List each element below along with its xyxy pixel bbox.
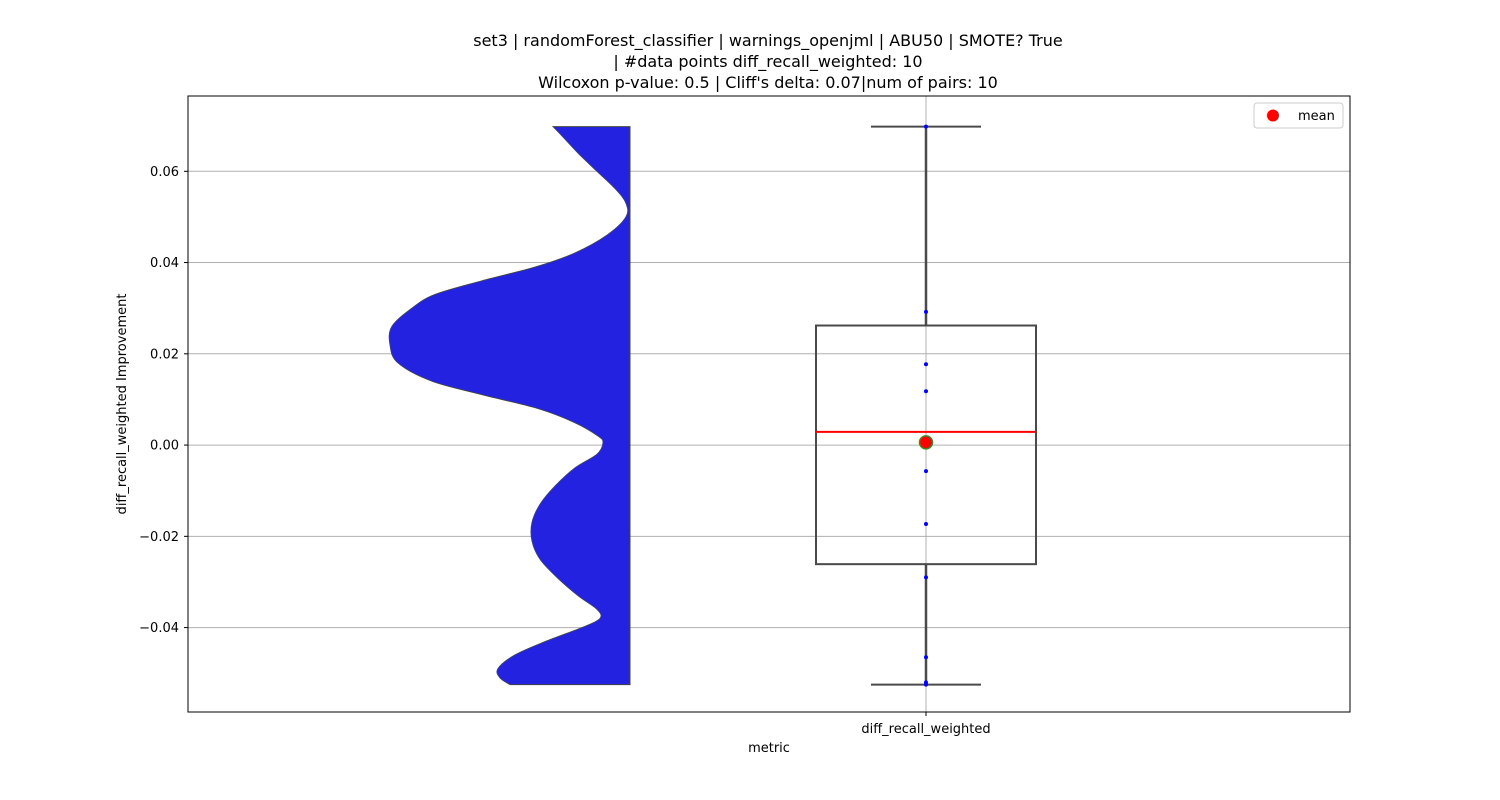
x-axis: diff_recall_weighted — [861, 712, 991, 737]
y-tick-label: 0.04 — [150, 256, 179, 271]
y-tick-label: 0.06 — [150, 165, 179, 180]
mean-marker — [918, 435, 934, 450]
violin — [388, 126, 631, 686]
data-point — [924, 469, 928, 474]
chart-title-line-2: | #data points diff_recall_weighted: 10 — [613, 52, 922, 72]
y-tick-label: −0.04 — [139, 621, 179, 636]
x-tick-label: diff_recall_weighted — [861, 722, 990, 737]
legend-frame — [1253, 102, 1344, 129]
data-point — [924, 389, 928, 394]
y-tick-label: 0.02 — [150, 347, 179, 362]
boxplot — [815, 125, 1037, 686]
box-iqr — [815, 324, 1037, 566]
y-tick-label: −0.02 — [139, 530, 179, 545]
y-axis-label: diff_recall_weighted Improvement — [115, 294, 130, 515]
chart-title-line-1: set3 | randomForest_classifier | warning… — [473, 31, 1063, 51]
data-point — [924, 655, 928, 660]
legend: mean — [1253, 102, 1344, 129]
chart-title-line-3: Wilcoxon p-value: 0.5 | Cliff's delta: 0… — [538, 73, 998, 92]
plot-frame — [187, 95, 1351, 713]
data-point — [924, 124, 928, 129]
y-axis: −0.04 −0.02 0.00 0.02 0.04 0.06 — [139, 165, 188, 636]
legend-mean-label: mean — [1298, 109, 1335, 124]
data-point — [924, 522, 928, 527]
data-points — [924, 124, 928, 687]
violin-body — [388, 126, 631, 686]
mean-layer — [918, 435, 934, 450]
data-point — [924, 309, 928, 314]
data-point — [924, 575, 928, 580]
x-axis-label: metric — [748, 741, 790, 756]
y-tick-label: 0.00 — [150, 439, 179, 454]
data-point — [924, 362, 928, 367]
data-point — [924, 682, 928, 687]
legend-mean-marker — [1267, 109, 1279, 122]
